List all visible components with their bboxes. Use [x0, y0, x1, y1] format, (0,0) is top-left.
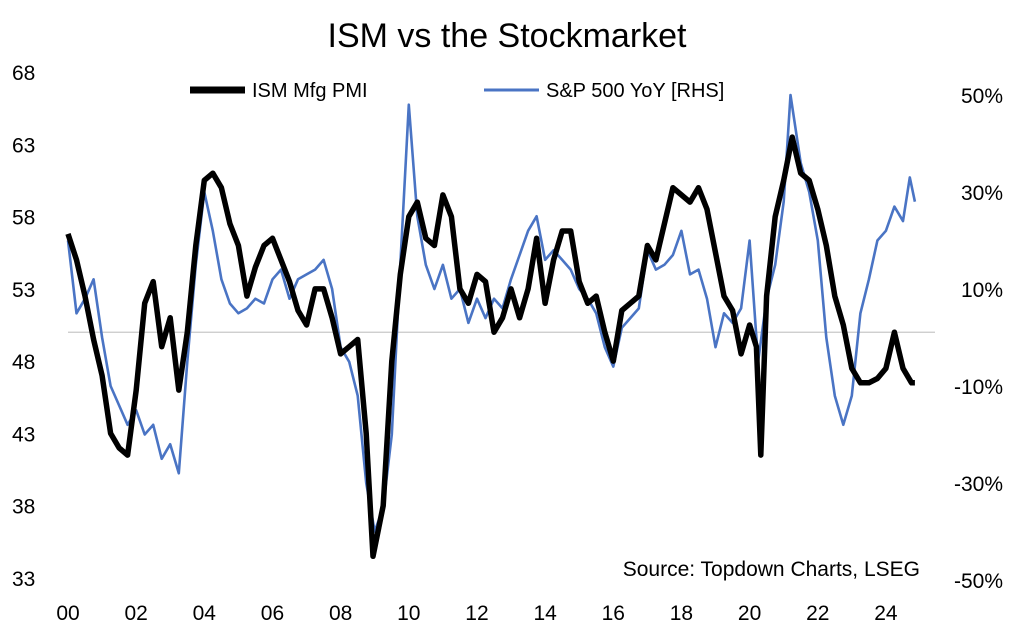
x-tick-label: 06	[261, 602, 284, 625]
x-tick-label: 16	[602, 602, 625, 625]
right-tick-label: 30%	[961, 182, 1003, 205]
left-tick-label: 48	[12, 351, 35, 374]
x-tick-label: 20	[738, 602, 761, 625]
x-tick-label: 08	[329, 602, 352, 625]
right-tick-label: 50%	[961, 85, 1003, 108]
x-tick-label: 04	[193, 602, 217, 625]
x-tick-label: 22	[806, 602, 829, 625]
legend-label-ism: ISM Mfg PMI	[252, 80, 368, 102]
source-note: Source: Topdown Charts, LSEG	[623, 558, 920, 581]
left-axis-ticks: 68 63 58 53 48 43 38 33	[12, 62, 35, 591]
series-line-sp500	[66, 93, 917, 533]
left-tick-label: 53	[12, 279, 35, 302]
left-tick-label: 33	[12, 568, 35, 591]
left-tick-label: 68	[12, 62, 35, 85]
right-axis-ticks: 50% 30% 10% -10% -30% -50%	[954, 85, 1003, 593]
x-tick-label: 24	[874, 602, 898, 625]
x-tick-label: 14	[533, 602, 557, 625]
right-tick-label: -50%	[954, 570, 1003, 593]
x-tick-label: 02	[124, 602, 147, 625]
legend-label-sp500: S&P 500 YoY [RHS]	[546, 80, 724, 102]
left-tick-label: 63	[12, 134, 35, 157]
left-tick-label: 38	[12, 496, 35, 519]
x-tick-label: 12	[465, 602, 488, 625]
left-tick-label: 58	[12, 207, 35, 230]
x-tick-label: 00	[56, 602, 79, 625]
chart-title: ISM vs the Stockmarket	[328, 17, 688, 55]
legend: ISM Mfg PMI S&P 500 YoY [RHS]	[190, 80, 724, 102]
x-tick-label: 10	[397, 602, 420, 625]
right-tick-label: 10%	[961, 279, 1003, 302]
series-line-ism	[65, 134, 915, 560]
right-tick-label: -30%	[954, 473, 1003, 496]
right-tick-label: -10%	[954, 376, 1003, 399]
x-axis-ticks: 00 02 04 06 08 10 12 14 16 18 20 22 24	[56, 602, 898, 625]
left-tick-label: 43	[12, 423, 35, 446]
x-tick-label: 18	[670, 602, 693, 625]
